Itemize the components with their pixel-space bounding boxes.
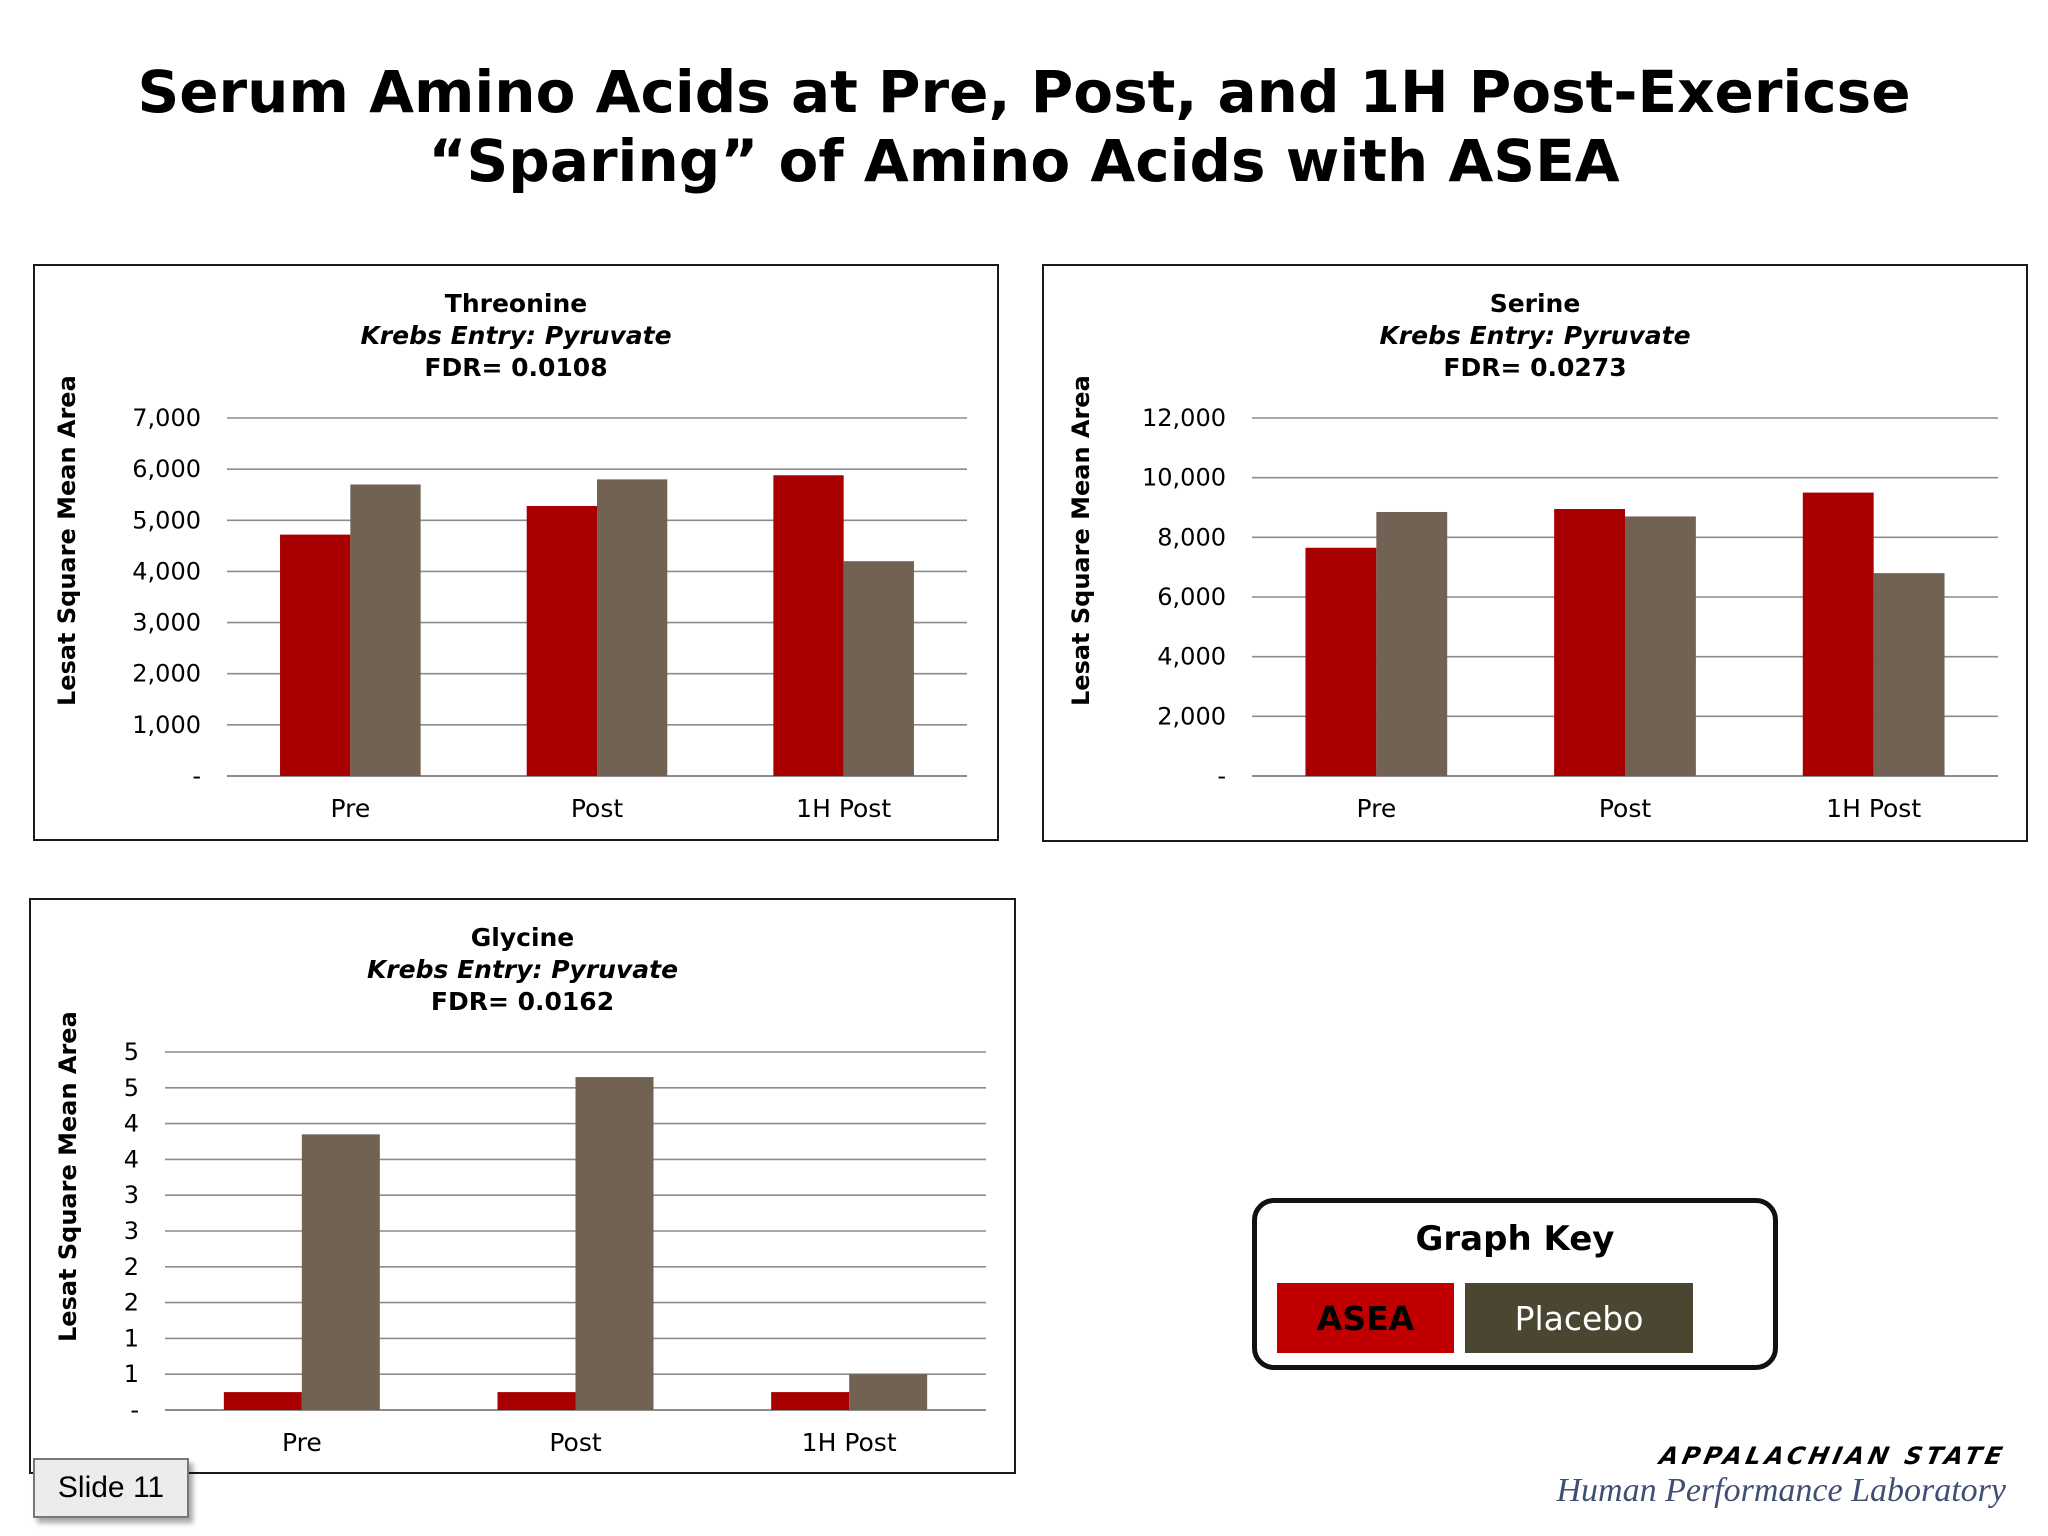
x-tick-label: Pre bbox=[1356, 794, 1396, 823]
chart-subtitle: Krebs Entry: Pyruvate bbox=[360, 321, 672, 350]
x-tick-label: 1H Post bbox=[1826, 794, 1921, 823]
y-tick-label: 7,000 bbox=[132, 404, 201, 432]
x-tick-label: Post bbox=[1599, 794, 1652, 823]
bar-placebo-post bbox=[1625, 516, 1696, 776]
chart-title-block: Glycine Krebs Entry: Pyruvate FDR= 0.016… bbox=[31, 922, 1014, 1018]
bar-placebo-1h-post bbox=[843, 561, 914, 776]
y-tick-label: 3 bbox=[124, 1217, 139, 1245]
graph-key: Graph Key ASEA Placebo bbox=[1252, 1198, 1778, 1370]
y-tick-label: 3 bbox=[124, 1181, 139, 1209]
y-tick-label: 4,000 bbox=[132, 557, 201, 585]
y-tick-label: 2,000 bbox=[1157, 702, 1226, 730]
bar-placebo-pre bbox=[1376, 511, 1448, 776]
bar-placebo-1h-post bbox=[1873, 573, 1945, 776]
bar-asea-pre bbox=[1305, 547, 1377, 776]
chart-title-block: Threonine Krebs Entry: Pyruvate FDR= 0.0… bbox=[35, 288, 997, 384]
y-tick-label: 6,000 bbox=[132, 455, 201, 483]
bar-asea-post bbox=[497, 1392, 576, 1410]
y-tick-label: - bbox=[130, 1396, 139, 1424]
bar-asea-1h-post bbox=[771, 1392, 850, 1410]
x-tick-label: Pre bbox=[282, 1428, 322, 1457]
graph-key-title: Graph Key bbox=[1415, 1219, 1615, 1259]
chart-fdr: FDR= 0.0108 bbox=[424, 353, 608, 382]
x-tick-label: Post bbox=[549, 1428, 602, 1457]
chart-subtitle: Krebs Entry: Pyruvate bbox=[366, 955, 679, 984]
bar-placebo-pre bbox=[301, 1134, 380, 1410]
chart-title-block: Serine Krebs Entry: Pyruvate FDR= 0.0273 bbox=[1044, 288, 2026, 384]
slide-title-line-2: “Sparing” of Amino Acids with ASEA bbox=[428, 127, 1620, 195]
y-tick-label: 1 bbox=[124, 1324, 139, 1352]
chart-panel-glycine: Glycine Krebs Entry: Pyruvate FDR= 0.016… bbox=[29, 898, 1016, 1474]
slide-title-line-1: Serum Amino Acids at Pre, Post, and 1H P… bbox=[137, 58, 1911, 126]
y-tick-label: 2 bbox=[124, 1253, 139, 1281]
bar-placebo-post bbox=[575, 1077, 654, 1410]
legend-item-placebo: Placebo bbox=[1465, 1283, 1693, 1353]
brand-name: APPALACHIAN STATE bbox=[1657, 1442, 2009, 1470]
y-tick-label: 5 bbox=[124, 1038, 139, 1066]
y-tick-label: 6,000 bbox=[1157, 583, 1226, 611]
chart-title: Threonine bbox=[444, 289, 588, 318]
bar-asea-1h-post bbox=[1802, 492, 1874, 776]
bar-asea-1h-post bbox=[773, 475, 844, 776]
x-tick-label: Post bbox=[571, 794, 624, 823]
y-tick-label: - bbox=[192, 762, 201, 790]
brand-block: APPALACHIAN STATE Human Performance Labo… bbox=[1556, 1442, 2009, 1510]
bar-placebo-pre bbox=[350, 484, 421, 776]
slide-number-badge: Slide 11 bbox=[33, 1458, 189, 1518]
slide-title: Serum Amino Acids at Pre, Post, and 1H P… bbox=[0, 58, 2048, 196]
x-tick-label: 1H Post bbox=[796, 794, 891, 823]
y-tick-label: 1 bbox=[124, 1360, 139, 1388]
legend-item-asea: ASEA bbox=[1277, 1283, 1454, 1353]
y-tick-label: 1,000 bbox=[132, 711, 201, 739]
chart-plot-threonine: - 1,000 2,000 3,000 4,000 5,000 6,000 7,000 Pre P… bbox=[132, 404, 967, 823]
chart-fdr: FDR= 0.0273 bbox=[1443, 353, 1627, 382]
chart-plot-serine: - 2,000 4,000 6,000 8,000 10,000 12,000 Pre Post… bbox=[1142, 404, 1998, 823]
y-tick-label: 2 bbox=[124, 1289, 139, 1317]
chart-title: Glycine bbox=[470, 923, 575, 952]
bar-asea-post bbox=[526, 505, 597, 776]
y-tick-label: 4 bbox=[124, 1110, 139, 1138]
y-tick-label: 10,000 bbox=[1142, 464, 1226, 492]
chart-subtitle: Krebs Entry: Pyruvate bbox=[1379, 321, 1691, 350]
bar-asea-pre bbox=[223, 1392, 302, 1410]
y-tick-label: 12,000 bbox=[1142, 404, 1226, 432]
y-tick-label: 4,000 bbox=[1157, 643, 1226, 671]
chart-fdr: FDR= 0.0162 bbox=[430, 987, 615, 1016]
chart-title: Serine bbox=[1489, 289, 1581, 318]
y-tick-label: 5 bbox=[124, 1074, 139, 1102]
y-tick-label: - bbox=[1217, 762, 1226, 790]
chart-panel-serine: Serine Krebs Entry: Pyruvate FDR= 0.0273… bbox=[1042, 264, 2028, 842]
bar-placebo-post bbox=[597, 479, 668, 776]
bar-asea-post bbox=[1554, 508, 1625, 776]
y-tick-label: 2,000 bbox=[132, 660, 201, 688]
brand-lab-name: Human Performance Laboratory bbox=[1556, 1472, 2006, 1509]
bar-asea-pre bbox=[280, 534, 351, 776]
y-tick-label: 3,000 bbox=[132, 609, 201, 637]
bar-placebo-1h-post bbox=[849, 1374, 928, 1410]
x-tick-label: Pre bbox=[330, 794, 370, 823]
chart-panel-threonine: Threonine Krebs Entry: Pyruvate FDR= 0.0… bbox=[33, 264, 999, 841]
y-tick-label: 5,000 bbox=[132, 506, 201, 534]
y-tick-label: 4 bbox=[124, 1145, 139, 1173]
chart-plot-glycine: - 1 1 2 2 3 3 4 4 5 5 Pre Post 1H Post bbox=[124, 1038, 986, 1457]
x-tick-label: 1H Post bbox=[802, 1428, 897, 1457]
y-tick-label: 8,000 bbox=[1157, 523, 1226, 551]
